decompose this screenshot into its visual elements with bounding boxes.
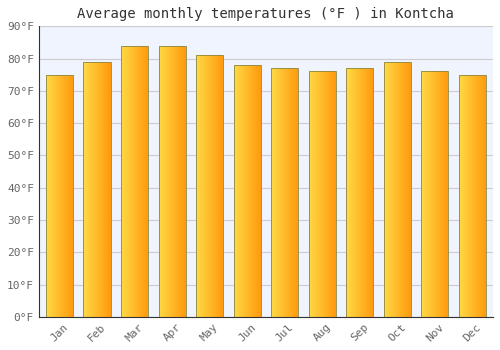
Bar (422, 71, 448, 317)
Bar (271, 68, 298, 317)
Bar (308, 71, 336, 317)
Bar (121, 46, 148, 317)
Bar (158, 46, 186, 317)
Bar (46, 75, 73, 317)
Bar (84, 62, 110, 317)
Bar (196, 55, 223, 317)
Title: Average monthly temperatures (°F ) in Kontcha: Average monthly temperatures (°F ) in Ko… (78, 7, 454, 21)
Bar (384, 62, 411, 317)
Bar (346, 68, 374, 317)
Bar (234, 65, 260, 317)
Bar (459, 75, 486, 317)
